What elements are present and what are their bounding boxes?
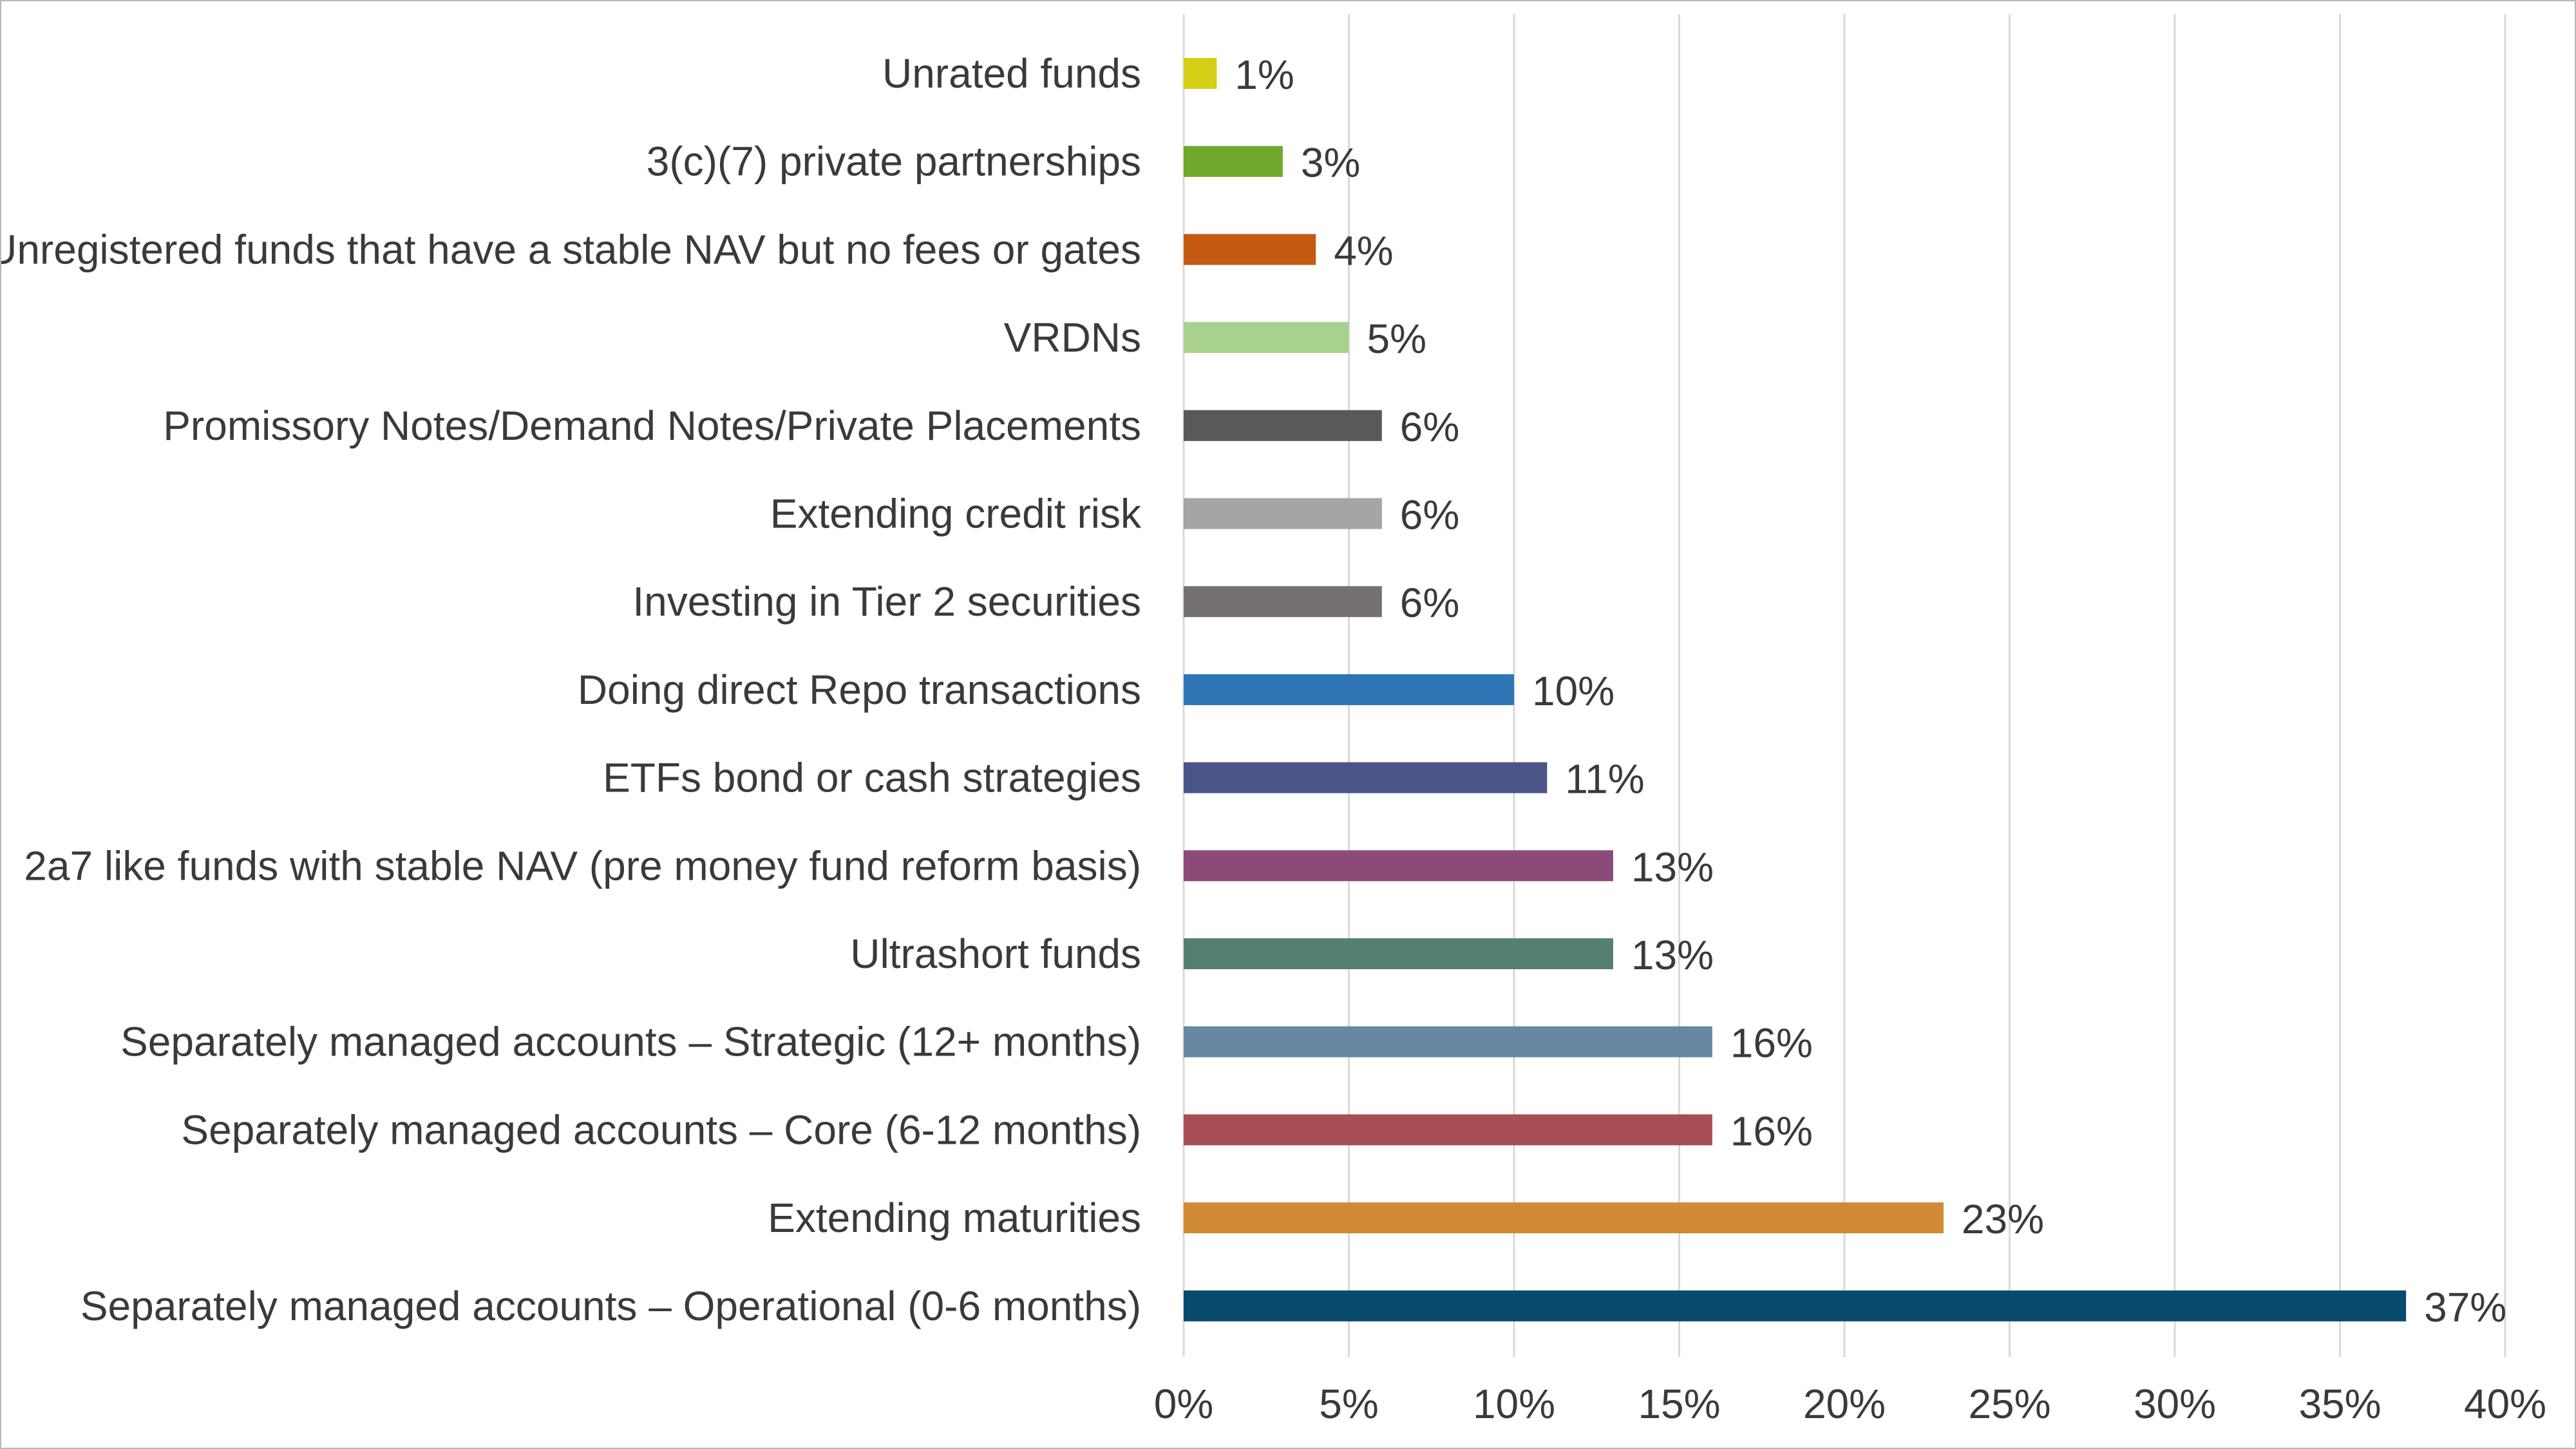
bar — [1184, 58, 1217, 89]
category-label: VRDNs — [1004, 314, 1141, 361]
category-label: 3(c)(7) private partnerships — [647, 138, 1141, 185]
bar — [1184, 322, 1349, 354]
bar — [1184, 762, 1548, 793]
data-label: 11% — [1565, 756, 1644, 802]
data-label: 10% — [1532, 668, 1615, 714]
category-labels: Unrated funds 3(c)(7) private partnership… — [1, 50, 1142, 1329]
value-labels: 1%3% 4% 5% 6% 6% 6% 10% 11% 13% 13% 16% 16% 23% 37% — [1235, 52, 2506, 1331]
x-tick-label: 10% — [1473, 1381, 1555, 1427]
category-label: 2a7 like funds with stable NAV (pre mone… — [24, 842, 1141, 889]
category-label: ETFs bond or cash strategies — [603, 755, 1141, 801]
bar — [1184, 234, 1316, 265]
bar — [1184, 498, 1382, 529]
category-label: Separately managed accounts – Operationa… — [80, 1283, 1141, 1329]
category-label: Doing direct Repo transactions — [578, 667, 1141, 713]
x-tick-label: 15% — [1638, 1381, 1720, 1427]
x-tick-label: 0% — [1154, 1381, 1214, 1427]
category-label: Unregistered funds that have a stable NA… — [1, 226, 1141, 272]
data-label: 6% — [1400, 404, 1460, 450]
data-label: 6% — [1400, 580, 1460, 626]
bar — [1184, 586, 1382, 618]
data-label: 13% — [1631, 932, 1714, 978]
data-label: 16% — [1730, 1020, 1813, 1066]
category-label: Unrated funds — [882, 50, 1141, 97]
x-axis-tick-labels: 0% 5% 10% 15% 20% 25% 30% 35% 40% — [1154, 1381, 2546, 1427]
data-label: 3% — [1301, 140, 1360, 186]
gridlines — [1182, 14, 2506, 1357]
x-tick-label: 30% — [2134, 1381, 2216, 1427]
x-tick-label: 20% — [1803, 1381, 1886, 1427]
bar — [1184, 1026, 1712, 1057]
bar — [1184, 1202, 1944, 1234]
bar — [1184, 1114, 1712, 1146]
data-label: 6% — [1400, 492, 1460, 538]
data-label: 37% — [2424, 1284, 2506, 1331]
x-tick-label: 40% — [2464, 1381, 2546, 1427]
x-tick-label: 5% — [1319, 1381, 1379, 1427]
data-label: 16% — [1730, 1108, 1813, 1154]
data-label: 1% — [1235, 52, 1294, 98]
category-label: Extending credit risk — [770, 491, 1142, 537]
bar — [1184, 410, 1382, 441]
bar — [1184, 850, 1613, 882]
category-label: Extending maturities — [768, 1195, 1141, 1241]
data-label: 4% — [1334, 227, 1394, 274]
category-label: Separately managed accounts – Core (6-12… — [181, 1106, 1141, 1153]
data-label: 13% — [1631, 844, 1714, 890]
bar — [1184, 146, 1283, 177]
category-label: Promissory Notes/Demand Notes/Private Pl… — [163, 402, 1141, 449]
data-label: 23% — [1962, 1196, 2044, 1242]
bar — [1184, 1290, 2407, 1321]
x-tick-label: 35% — [2298, 1381, 2381, 1427]
bars — [1184, 58, 2407, 1321]
category-label: Investing in Tier 2 securities — [632, 578, 1141, 625]
bar — [1184, 938, 1613, 969]
category-label: Ultrashort funds — [850, 931, 1141, 977]
bar — [1184, 674, 1514, 705]
data-label: 5% — [1367, 316, 1427, 362]
x-tick-label: 25% — [1968, 1381, 2050, 1427]
category-label: Separately managed accounts – Strategic … — [120, 1019, 1141, 1065]
